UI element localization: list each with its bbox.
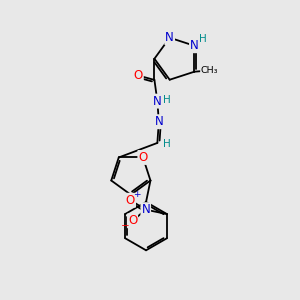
Text: N: N	[141, 203, 150, 216]
Text: O: O	[128, 214, 137, 227]
Text: H: H	[199, 34, 206, 44]
Text: N: N	[190, 39, 199, 52]
Text: CH₃: CH₃	[201, 66, 218, 75]
Text: −: −	[121, 221, 130, 231]
Text: O: O	[138, 151, 148, 164]
Text: H: H	[163, 94, 171, 105]
Text: O: O	[126, 194, 135, 207]
Text: N: N	[165, 31, 174, 44]
Text: N: N	[154, 115, 163, 128]
Text: H: H	[163, 140, 171, 149]
Text: N: N	[153, 94, 162, 108]
Text: O: O	[134, 69, 143, 82]
Text: +: +	[133, 190, 141, 200]
